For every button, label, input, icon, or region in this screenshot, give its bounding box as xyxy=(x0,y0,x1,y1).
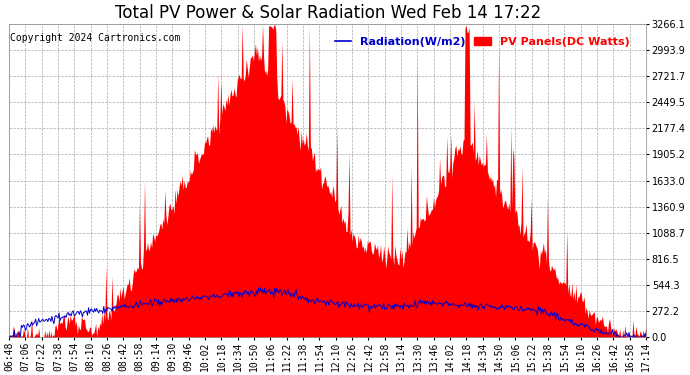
Legend: Radiation(W/m2), PV Panels(DC Watts): Radiation(W/m2), PV Panels(DC Watts) xyxy=(330,32,634,51)
Title: Total PV Power & Solar Radiation Wed Feb 14 17:22: Total PV Power & Solar Radiation Wed Feb… xyxy=(115,4,541,22)
Text: Copyright 2024 Cartronics.com: Copyright 2024 Cartronics.com xyxy=(10,33,181,43)
